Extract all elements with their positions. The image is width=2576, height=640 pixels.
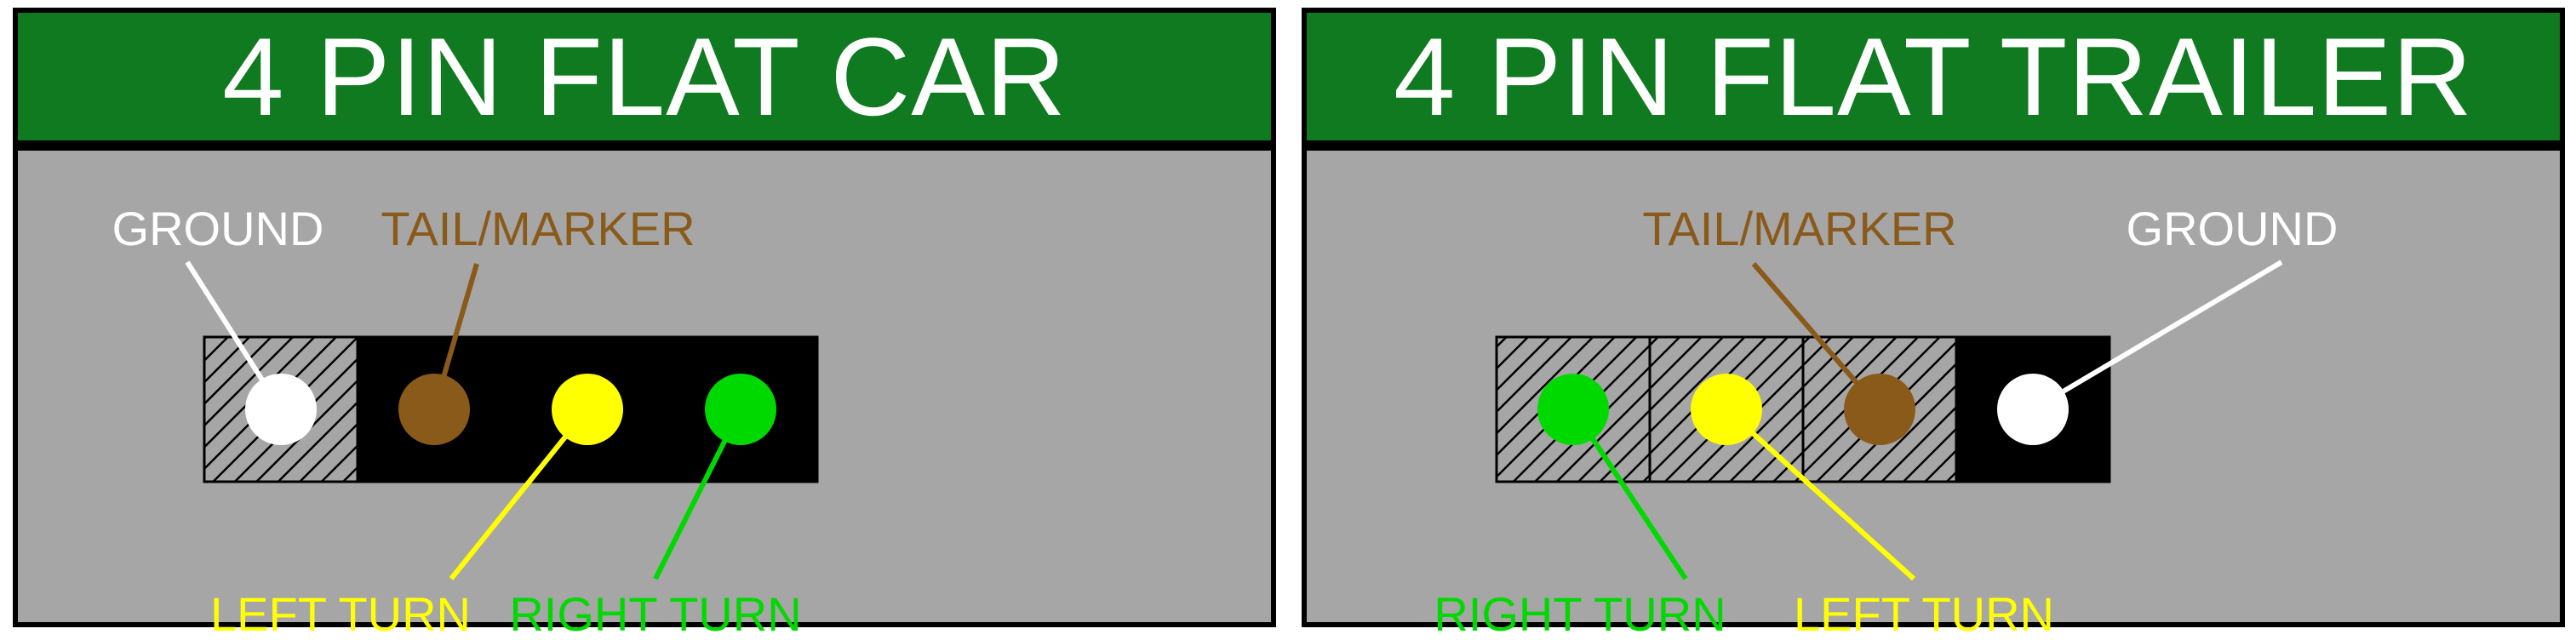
right-pin-left — [1691, 374, 1762, 445]
right-label-tail: TAIL/MARKER — [1642, 202, 1956, 255]
right-pin-right — [1537, 374, 1609, 445]
left-pin-tail — [398, 374, 470, 445]
left-pin-left — [552, 374, 623, 445]
left-label-tail: TAIL/MARKER — [381, 202, 695, 255]
left-label-left: LEFT TURN — [210, 587, 471, 640]
right-label-left: LEFT TURN — [1794, 587, 2054, 640]
right-title: 4 PIN FLAT TRAILER — [1394, 14, 2473, 139]
left-pin-right — [705, 374, 776, 445]
left-label-ground: GROUND — [112, 202, 324, 255]
left-title: 4 PIN FLAT CAR — [222, 14, 1067, 139]
right-label-ground: GROUND — [2127, 202, 2338, 255]
right-pin-tail — [1844, 374, 1915, 445]
right-label-right: RIGHT TURN — [1434, 587, 1726, 640]
right-pin-ground — [1997, 374, 2069, 445]
left-pin-ground — [245, 374, 317, 445]
left-label-right: RIGHT TURN — [509, 587, 801, 640]
